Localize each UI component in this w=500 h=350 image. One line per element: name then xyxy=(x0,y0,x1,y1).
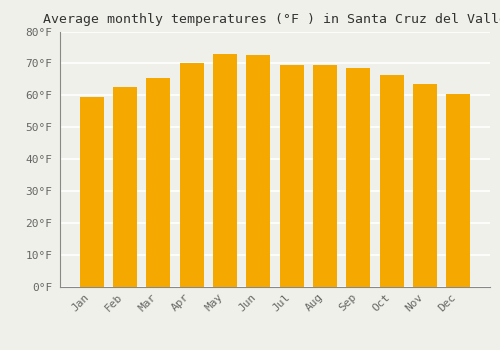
Bar xyxy=(380,75,404,287)
Title: Average monthly temperatures (°F ) in Santa Cruz del Valle: Average monthly temperatures (°F ) in Sa… xyxy=(43,13,500,26)
Bar xyxy=(80,97,104,287)
Bar xyxy=(313,65,337,287)
Bar xyxy=(280,65,303,287)
Bar xyxy=(446,94,470,287)
Bar xyxy=(213,54,237,287)
Bar xyxy=(146,78,171,287)
Bar xyxy=(246,55,270,287)
Bar xyxy=(113,88,137,287)
Bar xyxy=(346,68,370,287)
Bar xyxy=(180,63,204,287)
Bar xyxy=(413,84,437,287)
